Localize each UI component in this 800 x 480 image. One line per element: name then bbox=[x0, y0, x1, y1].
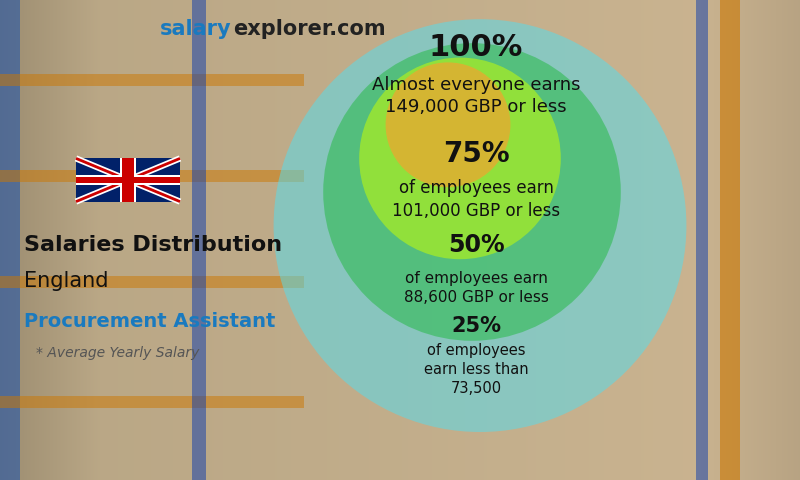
Bar bbox=[720, 0, 740, 480]
Bar bbox=[0, 276, 304, 288]
Text: England: England bbox=[24, 271, 109, 291]
Text: 25%: 25% bbox=[451, 316, 501, 336]
Bar bbox=[76, 177, 180, 183]
Text: of employees
earn less than
73,500: of employees earn less than 73,500 bbox=[424, 343, 528, 396]
Ellipse shape bbox=[323, 43, 621, 341]
Bar bbox=[0, 0, 20, 480]
Text: explorer.com: explorer.com bbox=[234, 19, 386, 39]
Bar bbox=[122, 158, 134, 202]
Bar bbox=[192, 0, 206, 480]
Bar bbox=[0, 170, 304, 182]
Bar bbox=[76, 158, 180, 202]
Text: Almost everyone earns
149,000 GBP or less: Almost everyone earns 149,000 GBP or les… bbox=[372, 75, 580, 117]
Bar bbox=[0, 396, 304, 408]
Ellipse shape bbox=[386, 62, 510, 187]
Ellipse shape bbox=[274, 19, 686, 432]
Text: of employees earn
88,600 GBP or less: of employees earn 88,600 GBP or less bbox=[403, 271, 549, 305]
Text: 50%: 50% bbox=[448, 233, 504, 257]
Bar bbox=[120, 158, 136, 202]
Bar bbox=[696, 0, 708, 480]
Text: Salaries Distribution: Salaries Distribution bbox=[24, 235, 282, 255]
Text: * Average Yearly Salary: * Average Yearly Salary bbox=[36, 346, 199, 360]
Bar bbox=[76, 175, 180, 185]
Ellipse shape bbox=[359, 58, 561, 259]
Text: of employees earn
101,000 GBP or less: of employees earn 101,000 GBP or less bbox=[392, 179, 560, 220]
Text: 100%: 100% bbox=[429, 34, 523, 62]
Text: 75%: 75% bbox=[442, 140, 510, 168]
Bar bbox=[0, 74, 304, 86]
Text: Procurement Assistant: Procurement Assistant bbox=[24, 312, 275, 331]
Text: salary: salary bbox=[160, 19, 232, 39]
